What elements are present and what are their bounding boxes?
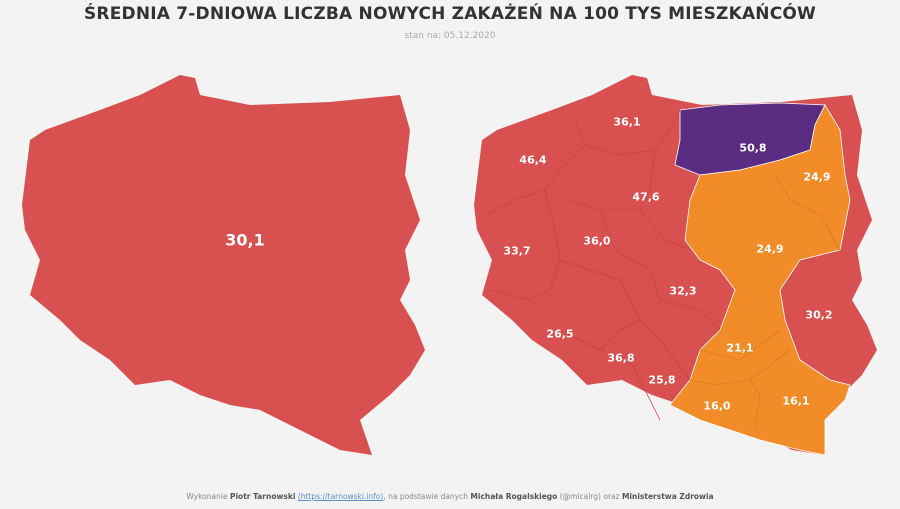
footer-credits: Wykonanie Piotr Tarnowski (https://tarno… — [0, 492, 900, 501]
national-value-label: 30,1 — [225, 230, 265, 250]
region-label-zachodniopomorskie: 46,4 — [519, 153, 547, 167]
region-label-swietokrzyskie: 21,1 — [726, 341, 754, 355]
region-label-mazowieckie: 24,9 — [756, 242, 784, 256]
footer-prefix: Wykonanie — [186, 492, 228, 501]
region-label-lubuskie: 33,7 — [503, 244, 531, 258]
region-label-podlaskie: 24,9 — [803, 170, 831, 184]
footer-middle: , na podstawie danych — [383, 492, 469, 501]
region-label-warminsko-mazurskie: 50,8 — [739, 141, 767, 155]
footer-source2: Ministerstwa Zdrowia — [621, 492, 714, 501]
region-label-slaskie: 25,8 — [648, 373, 676, 387]
footer-author: Piotr Tarnowski — [229, 492, 296, 501]
region-borders — [484, 109, 721, 421]
national-map-poland — [22, 75, 425, 455]
region-label-wielkopolskie: 36,0 — [583, 234, 611, 248]
footer-link[interactable]: (https://tarnowski.info) — [297, 492, 384, 501]
region-label-pomorskie: 36,1 — [613, 115, 641, 129]
orange-region-borders — [689, 174, 841, 431]
region-label-kujawsko-pomorskie: 47,6 — [632, 190, 660, 204]
footer-handle: (@micalrg) oraz — [559, 492, 620, 501]
region-orange-group — [669, 104, 851, 456]
region-label-podkarpackie: 16,1 — [782, 394, 810, 408]
region-label-lodzkie: 32,3 — [669, 284, 697, 298]
region-label-malopolskie: 16,0 — [703, 399, 731, 413]
page-title: ŚREDNIA 7-DNIOWA LICZBA NOWYCH ZAKAŻEŃ N… — [83, 4, 817, 24]
region-label-lubelskie: 30,2 — [805, 308, 833, 322]
date-subtitle: stan na: 05.12.2020 — [404, 31, 496, 41]
region-label-dolnoslaskie: 26,5 — [546, 327, 574, 341]
region-label-opolskie: 36,8 — [607, 351, 635, 365]
footer-source1: Michała Rogalskiego — [470, 492, 558, 501]
